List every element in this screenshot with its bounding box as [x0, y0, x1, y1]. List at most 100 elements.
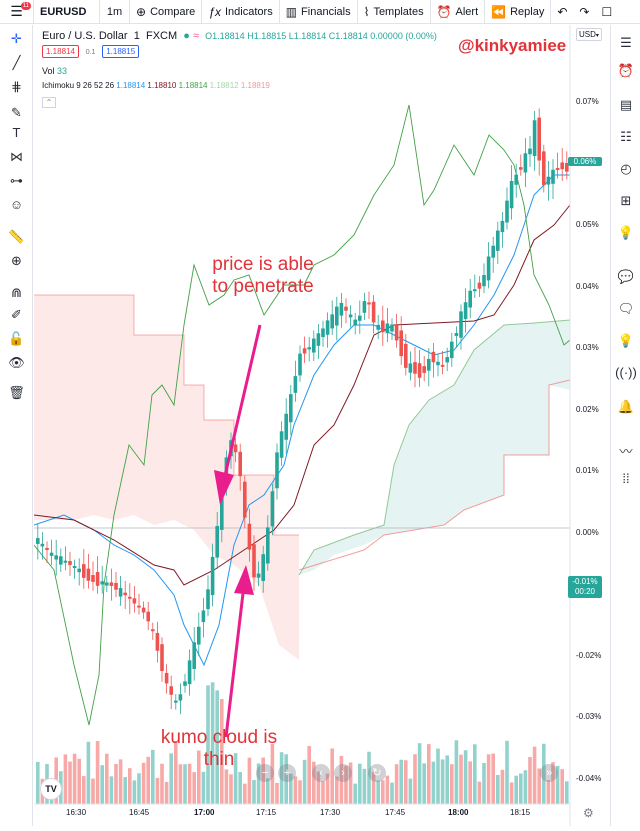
fullscreen-button[interactable]: ☐: [595, 0, 618, 24]
ruler-icon[interactable]: 📏: [8, 229, 25, 244]
currency-selector[interactable]: USD▾: [576, 28, 602, 41]
volume-bar: [348, 762, 353, 804]
volume-bar: [565, 781, 569, 804]
candle-body: [431, 351, 436, 363]
volume-bar: [252, 779, 256, 804]
compare-button[interactable]: ⊕ Compare: [130, 0, 203, 24]
candle-body: [233, 444, 238, 453]
symbol-search-button[interactable]: EURUSD: [34, 0, 100, 24]
tradingview-logo-icon[interactable]: TV: [40, 778, 62, 800]
candle-body: [330, 314, 334, 329]
buy-button[interactable]: 1.18815: [102, 45, 140, 58]
volume-bar: [178, 764, 183, 804]
volume-bar: [298, 780, 302, 804]
bearish-cloud: [34, 295, 299, 660]
scroll-left-icon[interactable]: ‹: [312, 764, 330, 782]
grid-icon[interactable]: ⊞: [620, 193, 632, 208]
brush-icon[interactable]: ✎: [11, 105, 22, 120]
eye-icon[interactable]: 👁: [8, 355, 25, 370]
volume-bar: [183, 764, 187, 804]
help-icon[interactable]: 💡: [617, 333, 635, 348]
undo-button[interactable]: ↶: [551, 0, 573, 24]
scroll-right-icon[interactable]: ›: [334, 764, 352, 782]
candle-body: [59, 556, 63, 565]
interval-button[interactable]: 1m: [100, 0, 130, 24]
menu-button[interactable]: ☰ 11: [0, 0, 34, 24]
indicators-button[interactable]: ƒx Indicators: [202, 0, 280, 24]
collapse-legend-button[interactable]: ⌃: [42, 97, 56, 108]
trash-icon[interactable]: 🗑: [8, 385, 25, 400]
volume-bar: [390, 782, 394, 804]
calendar-icon[interactable]: ◴: [620, 161, 632, 176]
chart-pane[interactable]: [33, 25, 610, 826]
zoom-controls: − +: [256, 764, 296, 782]
volume-bar: [132, 780, 137, 804]
ohlc-values: O1.18814 H1.18815 L1.18814 C1.18814 0.00…: [205, 31, 437, 41]
hotlist-icon[interactable]: ☷: [620, 129, 632, 144]
emoji-icon[interactable]: ☺: [9, 197, 24, 212]
volume-bar: [100, 765, 104, 804]
measure-icon[interactable]: ⊶: [10, 173, 23, 188]
volume-bar: [192, 772, 196, 804]
volume-bar: [367, 751, 371, 804]
candle-body: [95, 571, 100, 586]
volume-bar: [353, 783, 357, 804]
sell-button[interactable]: 1.18814: [42, 45, 79, 58]
candle-body: [68, 561, 72, 565]
volume-bar: [123, 777, 127, 804]
lock-drawing-icon[interactable]: ✐: [11, 307, 22, 322]
alarm-clock-icon: ⏰: [436, 4, 452, 19]
zoom-in-tool-icon[interactable]: ⊕: [11, 253, 22, 268]
trend-line-icon[interactable]: ╱: [12, 55, 21, 70]
volume-bar: [137, 773, 141, 804]
fib-icon[interactable]: ⋕: [11, 79, 22, 94]
volume-bar: [82, 776, 86, 804]
zoom-out-icon[interactable]: −: [256, 764, 274, 782]
volume-bar: [118, 759, 123, 804]
volume-bar: [141, 762, 146, 804]
volume-bar: [197, 750, 201, 804]
scroll-to-realtime-icon[interactable]: »: [540, 764, 558, 782]
ideas-icon[interactable]: 💡: [617, 225, 635, 240]
messages-icon[interactable]: 🗨: [617, 301, 635, 316]
alarm-icon[interactable]: ⏰: [617, 63, 635, 78]
volume-bar: [555, 765, 560, 804]
chat-icon[interactable]: 💬: [617, 269, 635, 284]
zoom-in-icon[interactable]: +: [278, 764, 296, 782]
alert-button[interactable]: ⏰ Alert: [431, 0, 486, 24]
top-toolbar: ☰ 11 EURUSD 1m ⊕ Compare ƒx Indicators ▥…: [0, 0, 640, 24]
price-tick-label: 0.03%: [576, 343, 599, 352]
bell-icon[interactable]: 🔔: [617, 399, 635, 414]
data-window-icon[interactable]: ▤: [619, 97, 633, 112]
crosshair-icon[interactable]: ✛: [11, 31, 22, 46]
reset-icon[interactable]: ↻: [368, 764, 386, 782]
magnet-icon[interactable]: ⋒: [11, 285, 22, 300]
candle-body: [565, 163, 569, 172]
candle-body: [206, 589, 210, 610]
price-chart[interactable]: [33, 25, 610, 826]
scroll-controls: ‹ ›: [312, 764, 352, 782]
symbol-label: EURUSD: [40, 5, 87, 18]
financials-button[interactable]: ▥ Financials: [280, 0, 358, 24]
text-icon[interactable]: T: [12, 125, 21, 140]
arrow-down-head: [214, 470, 234, 505]
stream-icon[interactable]: ((·)): [615, 365, 637, 380]
replay-button[interactable]: ⏪ Replay: [485, 0, 552, 24]
candle-body: [528, 148, 532, 155]
dots-grid-icon[interactable]: ⁞⁞: [622, 471, 630, 486]
function-icon: ƒx: [208, 4, 221, 19]
waves-icon[interactable]: 〰: [619, 444, 633, 459]
lock-icon[interactable]: 🔓: [8, 331, 25, 346]
candle-body: [293, 376, 298, 393]
candle-body: [477, 282, 482, 289]
watchlist-icon[interactable]: ☰: [620, 35, 632, 50]
pattern-icon[interactable]: ⋈: [10, 149, 23, 164]
candle-body: [49, 552, 54, 556]
candle-body: [169, 686, 173, 695]
candle-body: [220, 488, 224, 530]
templates-button[interactable]: ⌇ Templates: [358, 0, 431, 24]
price-tick-label: 0.00%: [576, 527, 599, 537]
settings-gear-icon[interactable]: ⚙: [583, 806, 594, 820]
redo-button[interactable]: ↷: [573, 0, 595, 24]
last-price-tag: 0.06%: [568, 157, 602, 166]
